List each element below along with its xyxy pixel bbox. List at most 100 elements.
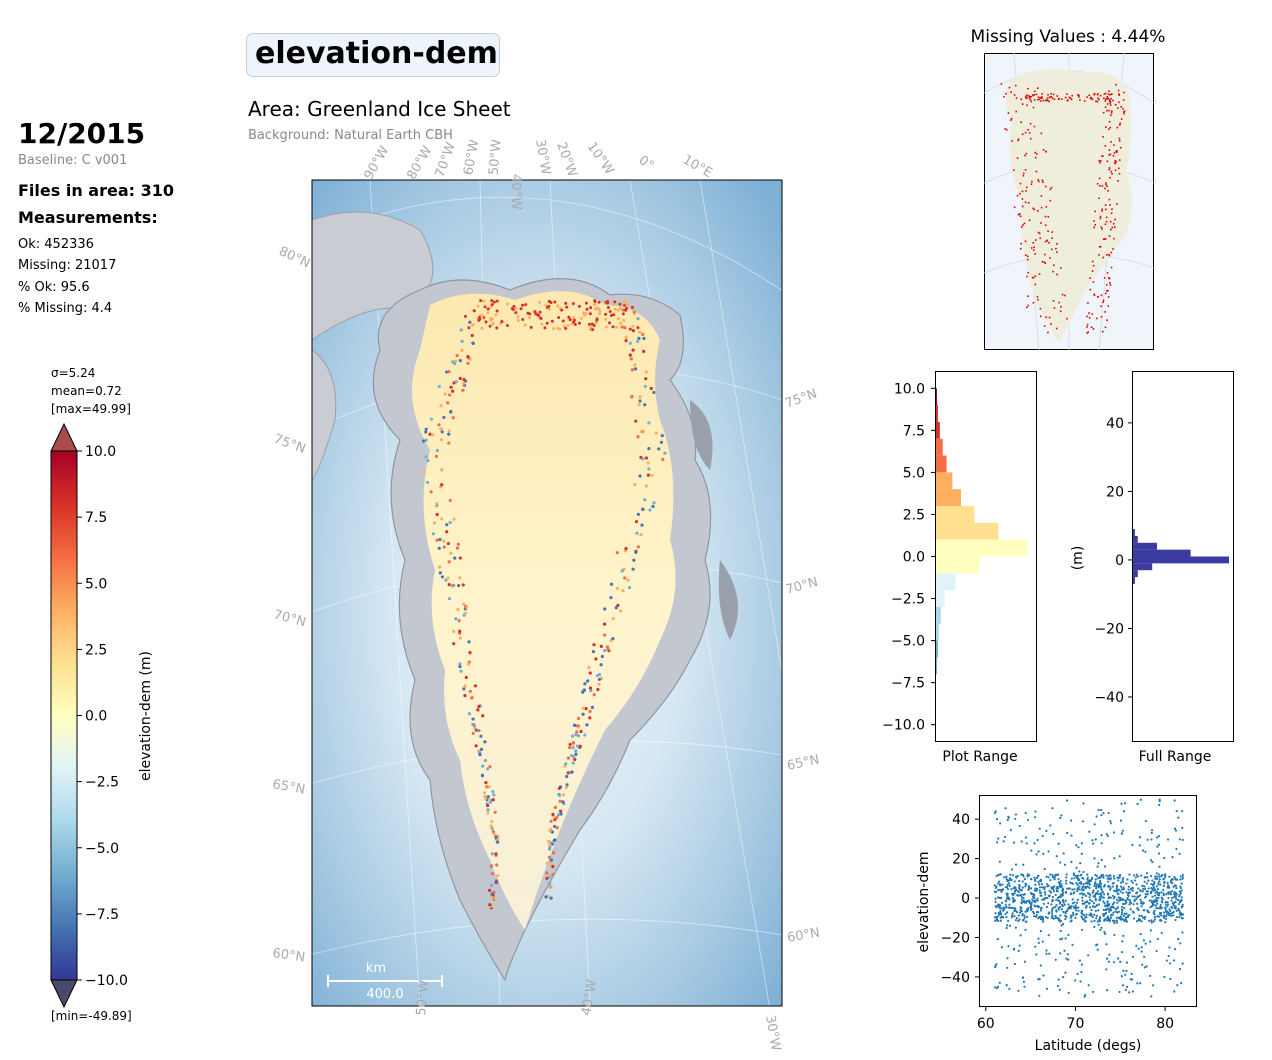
scatter-point [1062, 901, 1065, 904]
missing-point [1092, 281, 1095, 283]
land-baffin [312, 349, 337, 481]
missing-point [1116, 107, 1119, 109]
missing-point [1013, 169, 1015, 171]
missing-point [1038, 232, 1041, 235]
track-point [464, 611, 468, 615]
missing-point [1041, 97, 1043, 100]
scatter-point [1119, 819, 1123, 822]
scatter-point [1171, 878, 1174, 881]
scatter-point [1072, 913, 1075, 917]
scatter-point [1095, 914, 1098, 917]
scatter-point [1155, 872, 1158, 875]
scatter-point [1094, 878, 1097, 881]
missing-point [1030, 183, 1033, 185]
track-point [631, 324, 635, 328]
scatter-point [1165, 959, 1168, 962]
track-point [592, 693, 596, 697]
scatter-point [1143, 885, 1146, 888]
colorbar-tick-label: 0.0 [85, 709, 107, 725]
colorbar-tick-label: −10.0 [85, 973, 128, 989]
scatter-point [1026, 909, 1029, 912]
track-point [611, 325, 615, 329]
missing-point [1021, 205, 1024, 208]
scatter-point [1035, 953, 1038, 956]
scatter-point [1132, 874, 1136, 877]
track-point [576, 724, 581, 728]
scatter-point [1112, 881, 1115, 885]
missing-point [1025, 152, 1028, 155]
scatter-point [1082, 870, 1085, 874]
scatter-point [1169, 977, 1172, 981]
track-point [574, 752, 578, 756]
scatter-point [1174, 895, 1177, 898]
track-point [482, 299, 486, 303]
track-point [544, 895, 548, 899]
scatter-point [1161, 898, 1164, 901]
track-point [626, 303, 630, 307]
scatter-point [1041, 940, 1044, 943]
scatter-point [1060, 908, 1063, 911]
scatter-point [1156, 877, 1159, 880]
track-point [505, 302, 509, 306]
track-point [560, 308, 564, 312]
missing-map-title: Missing Values : 4.44% [970, 27, 1166, 47]
missing-point [1064, 294, 1066, 297]
scatter-point [1127, 885, 1130, 888]
missing-point [1093, 226, 1096, 229]
scatter-point [1000, 901, 1004, 904]
scatter-point [1125, 901, 1128, 904]
missing-point [1036, 87, 1039, 89]
scatter-point [1164, 917, 1167, 920]
missing-point [1037, 96, 1040, 99]
scatter-point [1037, 937, 1040, 940]
missing-point [1039, 100, 1042, 102]
scatter-xtick-label: 80 [1156, 1016, 1174, 1032]
missing-point [1091, 313, 1094, 315]
track-point [444, 578, 448, 582]
scatter-point [1062, 976, 1065, 979]
scatter-point [1030, 878, 1033, 881]
scatter-point [1091, 990, 1095, 994]
scatter-point [1050, 903, 1053, 906]
scatter-point [1151, 895, 1154, 898]
scatter-point [1057, 906, 1060, 909]
scatter-point [1023, 878, 1026, 881]
hist2-tick-label: 40 [1106, 416, 1124, 432]
scatter-point [1037, 850, 1040, 853]
track-point [492, 300, 496, 304]
missing-point [1026, 104, 1028, 107]
track-point [424, 430, 428, 434]
scatter-point [1042, 974, 1045, 977]
scatter-point [1123, 912, 1126, 915]
missing-point [1026, 94, 1028, 97]
track-point [461, 388, 465, 392]
missing-point [1103, 97, 1105, 100]
scatter-point [1131, 910, 1134, 913]
track-point [496, 874, 500, 878]
track-point [529, 325, 533, 329]
track-point [615, 551, 619, 555]
track-point [545, 876, 549, 880]
missing-point [1039, 96, 1042, 99]
missing-point [1033, 90, 1036, 93]
scatter-point [1010, 868, 1014, 871]
scatter-point [1109, 896, 1112, 899]
scatter-point [1172, 914, 1175, 917]
track-point [622, 299, 626, 303]
track-point [489, 864, 493, 868]
scatter-point [1120, 975, 1123, 978]
missing-point [1037, 178, 1040, 181]
missing-point [1100, 315, 1103, 318]
scatter-point [1117, 910, 1120, 913]
scatter-point [1150, 899, 1153, 902]
scatter-point [997, 888, 1001, 892]
track-point [521, 303, 525, 307]
track-point [631, 348, 635, 352]
stat-pct-missing: % Missing: 4.4 [18, 301, 113, 316]
scatter-point [1006, 966, 1009, 969]
missing-point [1099, 161, 1101, 164]
scatter-point [1008, 987, 1011, 990]
scatter-point [1055, 909, 1058, 912]
track-point [458, 576, 462, 580]
